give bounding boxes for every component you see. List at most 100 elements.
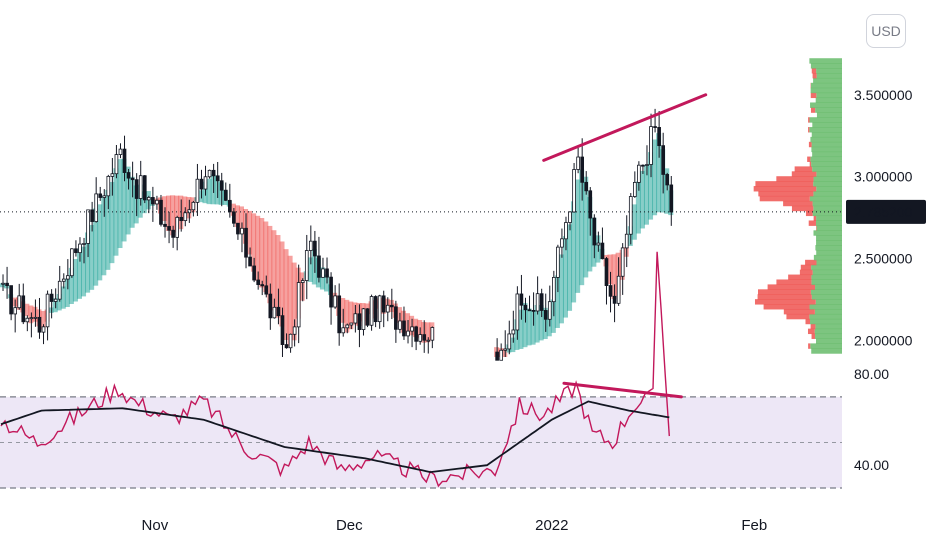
volume-profile-up-bar [810, 63, 842, 69]
rsi-divergence-line[interactable] [562, 381, 683, 399]
ribbon-slice [534, 305, 540, 343]
candle-body [580, 156, 584, 183]
candle-body [146, 197, 151, 201]
ribbon-slice [538, 305, 544, 341]
volume-profile-down-bar [767, 284, 816, 290]
ribbon-slice [133, 185, 139, 224]
candle-body [527, 309, 532, 312]
volume-profile-down-bar [810, 92, 817, 99]
volume-profile-down-bar [811, 333, 816, 339]
ribbon-slice [522, 302, 528, 348]
volume-profile-up-bar [812, 269, 842, 276]
volume-profile-down-bar [808, 117, 810, 123]
candle-body [33, 316, 38, 319]
candle-body [57, 280, 62, 300]
candle-body [223, 189, 228, 201]
candle-body [402, 320, 406, 337]
candle-body [633, 182, 637, 197]
volume-profile-up-bar [816, 112, 842, 118]
candle-body [394, 306, 398, 330]
ribbon-slice [652, 139, 658, 216]
volume-profile [753, 58, 842, 354]
candle-body [110, 173, 115, 177]
candle-body [361, 308, 366, 330]
candle-body [657, 127, 661, 147]
volume-profile-up-bar [809, 195, 842, 202]
candle-body [106, 175, 111, 197]
ribbon-slice [635, 181, 641, 234]
ribbon-slice [76, 248, 82, 299]
time-axis[interactable]: Nov Dec 2022 Feb [142, 517, 768, 534]
ribbon-slice [571, 201, 577, 303]
ribbon-slice [664, 168, 670, 214]
candle-body [612, 295, 617, 304]
candle-body [45, 293, 50, 328]
candle-body [13, 307, 17, 315]
ribbon-slice [109, 181, 115, 264]
volume-profile-up-bar [811, 279, 842, 285]
volume-profile-down-bar [807, 156, 811, 162]
candle-body [53, 298, 58, 302]
price-divergence-line[interactable] [542, 93, 708, 162]
rsi-axis[interactable]: 80.00 40.00 [854, 366, 889, 473]
candle-body [572, 169, 576, 213]
candle-body [641, 164, 645, 167]
ribbon-slice [287, 255, 293, 347]
candle-body [552, 277, 556, 303]
ribbon-slice [129, 176, 135, 228]
candle-body [227, 199, 232, 213]
time-tick-label: Dec [336, 517, 363, 534]
candle-body [94, 193, 98, 222]
price-tick-label: 3.000000 [854, 169, 913, 185]
volume-profile-down-bar [758, 190, 814, 197]
candle-body [25, 317, 30, 323]
volume-profile-up-bar [810, 82, 842, 89]
candle-body [167, 226, 171, 231]
ribbon-slice [575, 179, 581, 293]
volume-profile-up-bar [813, 254, 842, 261]
candle-body [345, 324, 350, 329]
volume-profile-down-bar [783, 200, 813, 207]
candle-body [564, 222, 568, 240]
candle-body [568, 211, 572, 223]
price-axis[interactable]: 3.500000 3.000000 2.500000 2.000000 [854, 87, 913, 349]
candle-body [17, 295, 22, 309]
volume-profile-up-bar [810, 343, 842, 349]
candle-body [252, 265, 256, 281]
ribbon-slice [117, 159, 123, 249]
ribbon-slice [267, 225, 273, 304]
candle-body [539, 293, 544, 311]
volume-profile-up-bar [816, 259, 842, 266]
volume-profile-up-bar [809, 117, 842, 123]
volume-profile-up-bar [813, 205, 842, 212]
candle-body [256, 279, 260, 285]
volume-profile-up-bar [811, 141, 842, 148]
volume-profile-up-bar [811, 161, 842, 167]
rsi-line [0, 251, 670, 488]
candle-body [211, 169, 216, 177]
ribbon-slice [263, 221, 269, 293]
candle-body [596, 242, 601, 246]
ribbon-slice [275, 235, 281, 318]
candle-body [661, 145, 665, 175]
volume-profile-up-bar [812, 151, 842, 158]
volume-profile-up-bar [816, 186, 842, 192]
volume-profile-down-bar [794, 166, 813, 172]
time-tick-label: Feb [741, 517, 767, 534]
currency-badge[interactable]: USD [866, 14, 906, 48]
candle-body [317, 255, 321, 278]
candle-body [495, 351, 499, 361]
ribbon-slice [558, 254, 564, 324]
volume-profile-down-bar [753, 186, 817, 192]
candle-body [292, 326, 297, 335]
candle-body [308, 240, 313, 251]
volume-profile-down-bar [783, 308, 815, 315]
volume-profile-up-bar [811, 348, 842, 354]
volume-profile-up-bar [812, 210, 842, 217]
volume-profile-down-bar [759, 195, 810, 202]
ribbon-slice [89, 224, 95, 290]
candle-body [584, 181, 589, 192]
candle-body [260, 284, 265, 287]
candle-body [296, 282, 301, 328]
candle-body [126, 172, 131, 179]
